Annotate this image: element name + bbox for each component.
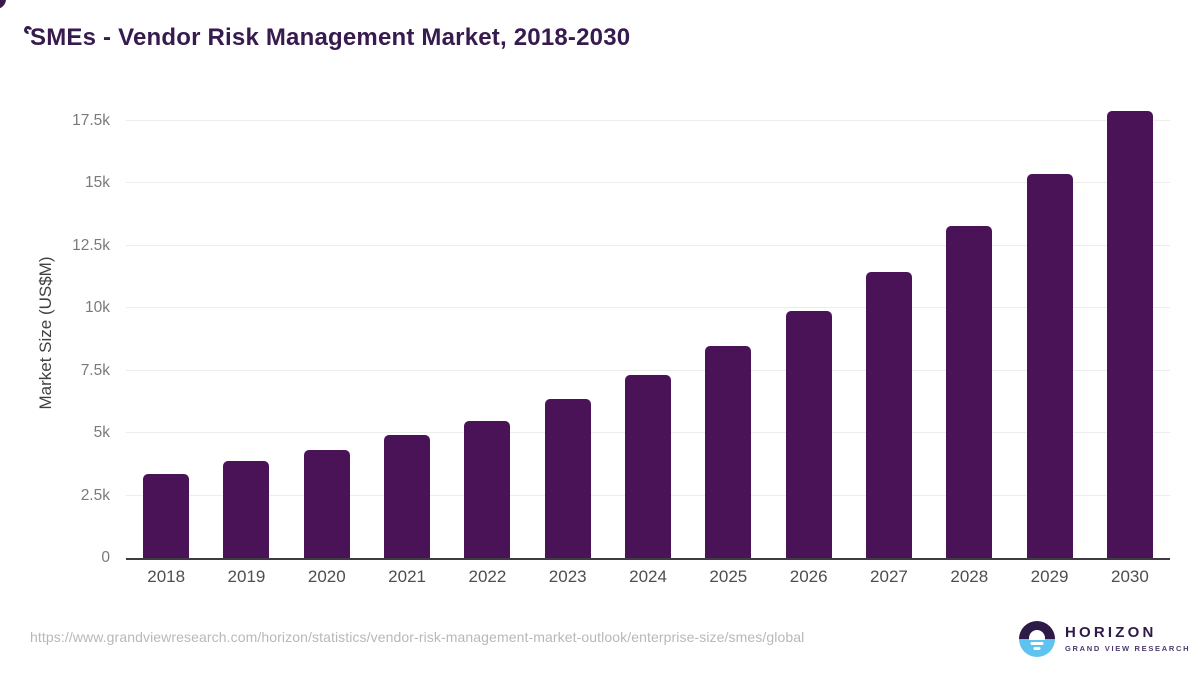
- x-axis-labels: 2018 2019 2020 2021 2022 2023 2024 2025 2026 2027…: [126, 567, 1170, 587]
- bar-2022: [464, 421, 511, 558]
- y-tick-label-12.5k: 12.5k: [72, 236, 110, 254]
- x-label-2018: 2018: [147, 567, 186, 586]
- bar-slot-2023: [528, 108, 608, 558]
- bar-slot-2024: [608, 108, 688, 558]
- x-label-2023: 2023: [548, 567, 587, 586]
- bar-2028: [946, 225, 993, 558]
- y-tick-label-5k: 5k: [93, 424, 110, 441]
- x-label-2020: 2020: [307, 567, 346, 586]
- bar-slot-2020: [287, 108, 367, 558]
- horizon-line-icon: [1030, 642, 1044, 645]
- bar-slot-2030: [1090, 108, 1170, 558]
- chart-title: SMEs - Vendor Risk Management Market, 20…: [30, 24, 631, 51]
- x-label-2021: 2021: [388, 567, 426, 586]
- x-label-2027: 2027: [870, 567, 908, 586]
- source-url: https://www.grandviewresearch.com/horizo…: [30, 629, 805, 645]
- bar-2020: [303, 449, 350, 558]
- y-tick-label-0: 0: [101, 549, 110, 566]
- bar-slot-2029: [1009, 108, 1089, 558]
- x-label-2025: 2025: [709, 567, 748, 586]
- bar-2023: [544, 399, 591, 558]
- x-label-2024: 2024: [629, 567, 667, 586]
- y-tick-label-15k: 15k: [85, 174, 110, 191]
- horizon-logo: HORIZON GRAND VIEW RESEARCH: [1019, 621, 1190, 657]
- bar-2018: [143, 473, 190, 558]
- y-tick-label-10k: 10k: [85, 299, 110, 316]
- bar-slot-2018: [126, 108, 206, 558]
- x-label-2019: 2019: [227, 567, 266, 586]
- bar-slot-2021: [367, 108, 447, 558]
- bar-2021: [384, 435, 431, 558]
- sun-icon: [1029, 630, 1045, 640]
- x-label-2029: 2029: [1030, 567, 1069, 586]
- bar-2030: [1106, 110, 1153, 558]
- logo-subtitle: GRAND VIEW RESEARCH: [1065, 643, 1191, 653]
- logo-name: HORIZON: [1065, 624, 1157, 642]
- gridline-12.5k: [126, 244, 1170, 246]
- x-axis-line: [126, 558, 1170, 560]
- horizon-logo-icon: [1019, 621, 1055, 657]
- bar-2019: [223, 461, 270, 558]
- logo-text: HORIZON GRAND VIEW RESEARCH: [1065, 625, 1190, 653]
- bar-2029: [1026, 173, 1073, 558]
- gridline-17.5k: [126, 119, 1170, 121]
- bar-slot-2022: [447, 108, 527, 558]
- y-tick-label-7.5k: 7.5k: [80, 361, 110, 379]
- y-tick-label-2.5k: 2.5k: [80, 486, 110, 504]
- y-tick-label-17.5k: 17.5k: [72, 111, 110, 129]
- y-axis-title: Market Size (US$M): [36, 256, 55, 410]
- bar-slot-2026: [769, 108, 849, 558]
- x-label-2028: 2028: [950, 567, 989, 586]
- gridline-7.5k: [126, 369, 1170, 371]
- bar-slot-2028: [929, 108, 1009, 558]
- corner-artifact: [0, 0, 6, 9]
- bar-2025: [705, 345, 752, 558]
- gridline-15k: [126, 182, 1170, 183]
- bar-2024: [625, 374, 672, 558]
- x-label-2022: 2022: [468, 567, 507, 586]
- x-label-2026: 2026: [789, 567, 828, 586]
- bar-slot-2019: [206, 108, 286, 558]
- bar-2026: [785, 310, 832, 558]
- bar-2027: [865, 272, 912, 558]
- x-label-2030: 2030: [1110, 567, 1149, 586]
- bar-slot-2027: [849, 108, 929, 558]
- bar-series: [126, 108, 1170, 558]
- horizon-line-icon: [1033, 647, 1041, 650]
- plot-area: 0 2.5k 5k 7.5k 10k 12.5k 15k 17.5k: [72, 108, 1170, 566]
- bar-slot-2025: [688, 108, 768, 558]
- gridline-10k: [126, 307, 1170, 308]
